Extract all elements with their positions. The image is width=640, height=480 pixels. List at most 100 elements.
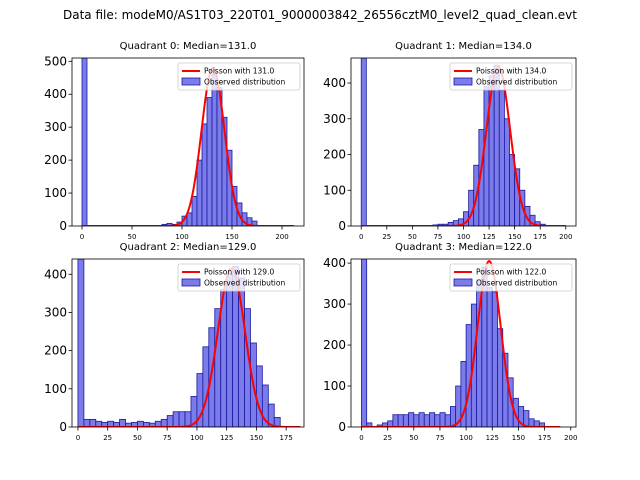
legend-label-observed: Observed distribution	[476, 78, 557, 87]
x-tick-label: 75	[163, 434, 172, 442]
legend: Poisson with 129.0 Observed distribution	[177, 263, 301, 292]
hist-bar	[361, 259, 368, 427]
hist-bar	[77, 259, 85, 427]
x-tick-label: 50	[409, 434, 418, 442]
figure-suptitle: Data file: modeM0/AS1T03_220T01_90000038…	[63, 8, 577, 22]
chart-title: Quadrant 0: Median=131.0	[120, 41, 257, 52]
hist-bar	[273, 417, 281, 427]
x-tick-label: 75	[433, 233, 442, 241]
hist-bar	[166, 415, 174, 427]
hist-bar	[119, 418, 126, 427]
hist-bar	[196, 159, 203, 226]
y-tick-label: 300	[44, 305, 67, 319]
legend: Poisson with 131.0 Observed distribution	[177, 62, 301, 91]
axes-frame	[71, 57, 305, 227]
y-tick-label: 400	[323, 76, 346, 90]
y-tick-label: 200	[323, 338, 346, 352]
y-tick-label: 400	[44, 267, 67, 281]
hist-bar	[201, 123, 208, 226]
legend-bar-swatch	[453, 278, 473, 287]
y-tick-label: 400	[44, 87, 67, 101]
legend-label-poisson: Poisson with 122.0	[476, 268, 546, 277]
y-tick-label: 200	[44, 344, 67, 358]
hist-bar	[392, 414, 399, 427]
x-tick-label: 50	[133, 434, 142, 442]
x-tick-label: 125	[486, 434, 499, 442]
hist-bar	[498, 89, 505, 226]
axes-frame	[71, 258, 305, 428]
x-tick-label: 0	[76, 434, 80, 442]
x-tick-label: 50	[408, 233, 417, 241]
chart-panel-1: 0 25 50 75 100 125 150 175 200 0 100 200 300 400 Quadr…	[323, 41, 577, 241]
x-tick-label: 175	[534, 233, 547, 241]
plot-area	[77, 259, 301, 427]
legend-box	[177, 62, 301, 91]
x-tick-label: 100	[190, 434, 203, 442]
x-tick-label: 50	[128, 233, 137, 241]
y-tick-label: 100	[44, 382, 67, 396]
legend-label-observed: Observed distribution	[204, 279, 285, 288]
hist-bar	[160, 418, 168, 427]
poisson-curve	[77, 267, 301, 427]
legend-bar-swatch	[181, 278, 201, 287]
y-tick-label: 0	[59, 420, 67, 434]
hist-bar	[397, 414, 404, 427]
chart-title: Quadrant 2: Median=129.0	[120, 242, 257, 253]
x-tick-label: 0	[359, 434, 363, 442]
hist-bar	[202, 346, 210, 427]
hist-bar	[408, 412, 415, 427]
hist-bar	[444, 414, 451, 427]
y-tick-label: 0	[338, 420, 346, 434]
poisson-curve	[82, 66, 294, 226]
x-tick-label: 175	[538, 434, 551, 442]
hist-bar	[402, 414, 409, 427]
poisson-curve	[361, 65, 566, 226]
hist-bar	[186, 212, 193, 226]
axes-frame	[350, 258, 577, 428]
legend-box	[177, 263, 301, 292]
legend-label-observed: Observed distribution	[476, 279, 557, 288]
legend-label-poisson: Poisson with 134.0	[476, 67, 546, 76]
hist-bar	[172, 411, 180, 427]
hist-bar	[360, 58, 367, 226]
x-tick-label: 25	[103, 434, 112, 442]
x-tick-label: 150	[508, 233, 521, 241]
x-tick-label: 150	[512, 434, 525, 442]
hist-bar	[81, 58, 88, 226]
x-tick-label: 150	[225, 233, 238, 241]
hist-bar	[226, 273, 234, 427]
hist-bar	[267, 403, 275, 427]
x-tick-label: 125	[220, 434, 233, 442]
legend: Poisson with 134.0 Observed distribution	[449, 62, 573, 91]
hist-bar	[191, 195, 198, 226]
chart-title: Quadrant 1: Median=134.0	[395, 41, 532, 52]
legend-box	[449, 263, 573, 292]
legend-label-observed: Observed distribution	[204, 78, 285, 87]
x-tick-label: 0	[359, 233, 363, 241]
x-tick-label: 200	[559, 233, 572, 241]
poisson-curve	[361, 259, 561, 427]
chart-panel-2: 0 25 50 75 100 125 150 175 0 100 200 300 400 Quadrant…	[44, 242, 305, 442]
x-tick-label: 0	[80, 233, 84, 241]
y-tick-label: 200	[323, 148, 346, 162]
hist-bar	[211, 74, 218, 226]
hist-bar	[178, 411, 186, 427]
x-tick-label: 125	[482, 233, 495, 241]
hist-bar	[423, 414, 430, 427]
y-tick-label: 100	[323, 379, 346, 393]
hist-bar	[206, 97, 213, 226]
hist-bar	[491, 291, 498, 427]
chart-panel-0: 0 50 100 150 200 0 100 200 300 400 500 Quadrant 0: …	[44, 41, 305, 241]
legend: Poisson with 122.0 Observed distribution	[449, 263, 573, 292]
legend-label-poisson: Poisson with 129.0	[204, 268, 274, 277]
y-tick-label: 100	[323, 183, 346, 197]
x-tick-label: 175	[279, 434, 292, 442]
hist-bar	[434, 414, 441, 427]
chart-panel-3: 0 25 50 75 100 125 150 175 200 0 100 200 300 400 Quadr…	[323, 242, 577, 442]
hist-bar	[238, 277, 245, 427]
hist-bar	[83, 418, 91, 427]
hist-bar	[439, 412, 446, 427]
y-tick-label: 400	[323, 256, 346, 270]
hist-bar	[504, 118, 510, 226]
